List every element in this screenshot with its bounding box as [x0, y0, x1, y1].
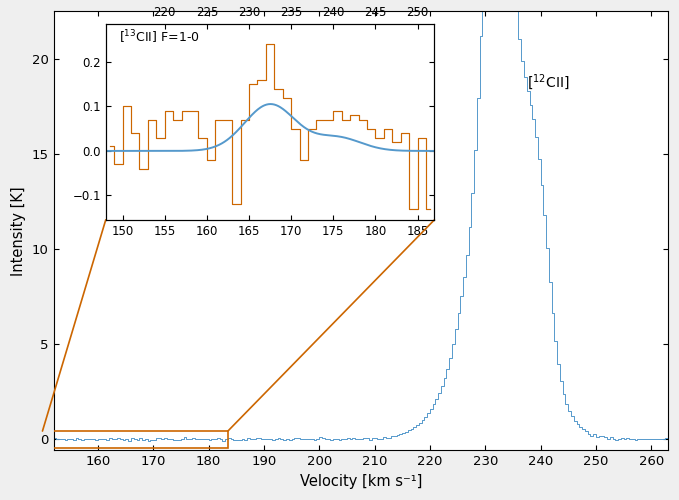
X-axis label: Velocity [km s⁻¹]: Velocity [km s⁻¹] — [299, 474, 422, 489]
Text: [$^{12}$CII]: [$^{12}$CII] — [527, 72, 569, 92]
Bar — [43, 431, 228, 448]
Y-axis label: Intensity [K]: Intensity [K] — [11, 186, 26, 276]
